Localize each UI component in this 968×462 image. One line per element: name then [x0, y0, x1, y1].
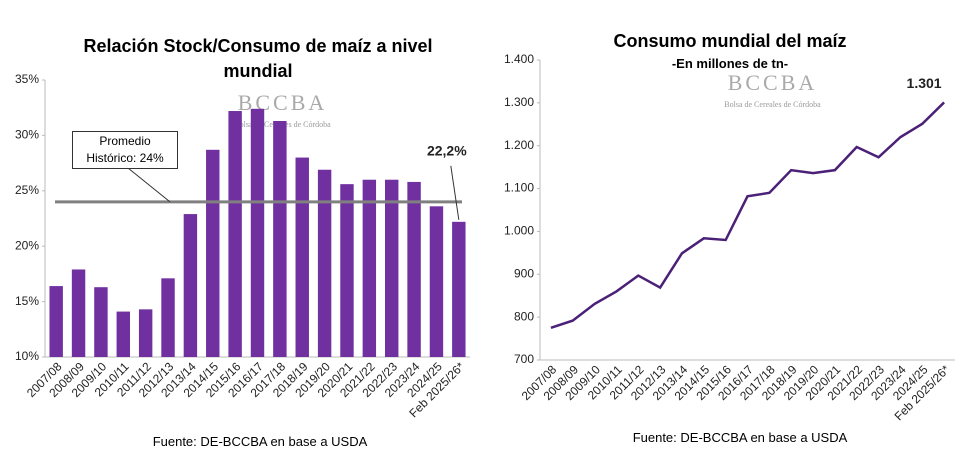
connector	[450, 165, 460, 220]
source: Fuente: DE-BCCBA en base a USDA	[632, 430, 848, 445]
bar	[362, 179, 377, 357]
y-tick-label: 35%	[15, 72, 39, 86]
bar	[273, 120, 287, 357]
value-label: 22,2%	[427, 143, 467, 159]
bar	[317, 169, 332, 357]
y-tick-label: 1.300	[504, 95, 534, 109]
chart-title: Consumo mundial del maíz	[613, 31, 847, 51]
bar	[250, 108, 265, 357]
bar	[49, 286, 63, 357]
y-tick-label: 15%	[15, 294, 39, 308]
bar	[183, 214, 198, 357]
bar	[407, 181, 421, 357]
y-tick-label: 25%	[15, 183, 39, 197]
y-tick-label: 1.400	[504, 52, 534, 66]
bar	[206, 149, 220, 357]
y-tick-label: 700	[514, 352, 534, 366]
watermark-tagline: Bolsa de Cereales de Córdoba	[724, 100, 821, 109]
bar	[385, 179, 399, 357]
line-series	[550, 101, 945, 330]
bar	[94, 287, 108, 357]
bar	[116, 311, 130, 357]
source: Fuente: DE-BCCBA en base a USDA	[152, 434, 368, 449]
reference-label: Promedio Histórico: 24%	[72, 131, 178, 169]
y-tick-label: 900	[514, 266, 534, 280]
bar	[228, 111, 242, 357]
value-label: 1.301	[907, 75, 942, 91]
bar	[138, 309, 153, 357]
bar	[340, 184, 354, 357]
y-tick-label: 20%	[15, 238, 39, 252]
watermark-brand: BCCBA	[728, 70, 818, 95]
y-tick-label: 30%	[15, 128, 39, 142]
y-tick-label: 1.200	[504, 138, 534, 152]
y-tick-label: 800	[514, 309, 534, 323]
y-tick-label: 1.100	[504, 181, 534, 195]
bar	[452, 221, 466, 357]
bar	[161, 278, 175, 357]
y-tick-label: 1.000	[504, 224, 534, 238]
chart-title: Relación Stock/Consumo de maíz a nivel m…	[83, 36, 433, 81]
bar	[295, 157, 309, 357]
bar	[429, 206, 444, 357]
bar	[71, 269, 86, 357]
chart-subtitle: -En millones de tn-	[671, 56, 789, 71]
y-tick-label: 10%	[15, 349, 39, 363]
connector	[127, 167, 171, 203]
